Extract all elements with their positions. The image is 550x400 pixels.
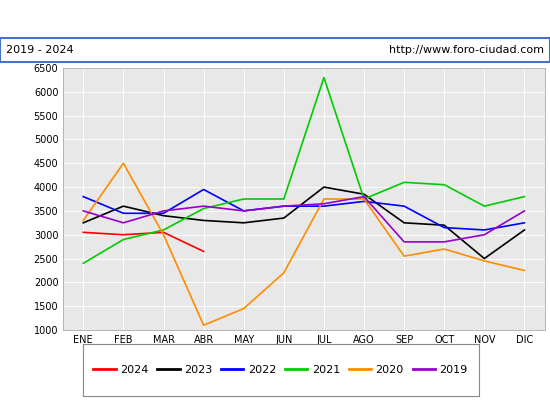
Text: 2019 - 2024: 2019 - 2024: [6, 45, 73, 55]
Text: http://www.foro-ciudad.com: http://www.foro-ciudad.com: [389, 45, 544, 55]
Text: Evolucion Nº Turistas Nacionales en el municipio de Pego: Evolucion Nº Turistas Nacionales en el m…: [30, 12, 520, 26]
Legend: 2024, 2023, 2022, 2021, 2020, 2019: 2024, 2023, 2022, 2021, 2020, 2019: [89, 360, 472, 380]
